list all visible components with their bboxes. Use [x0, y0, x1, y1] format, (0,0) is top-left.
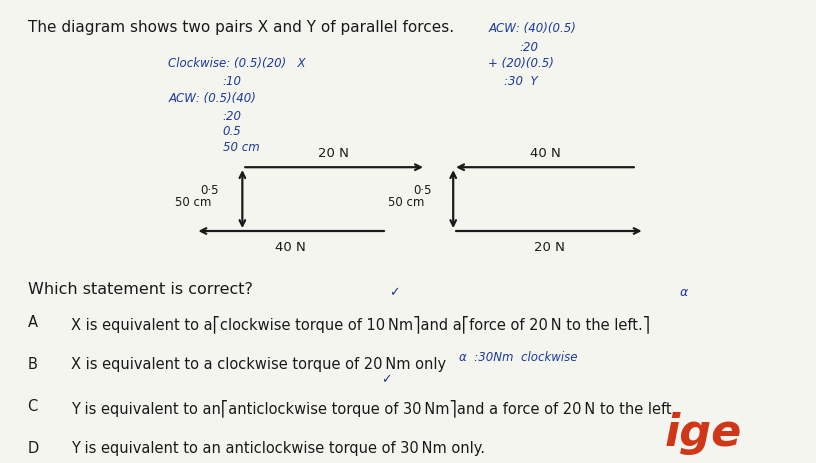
- Text: B: B: [28, 357, 38, 371]
- Text: :20: :20: [520, 41, 539, 54]
- Text: α: α: [680, 286, 688, 299]
- Text: + (20)(0.5): + (20)(0.5): [488, 56, 554, 69]
- Text: Which statement is correct?: Which statement is correct?: [28, 282, 252, 296]
- Text: 40 N: 40 N: [275, 241, 306, 254]
- Text: A: A: [28, 314, 38, 329]
- Text: ✓: ✓: [382, 372, 392, 385]
- Text: 50 cm: 50 cm: [388, 195, 424, 208]
- Text: Clockwise: (0.5)(20)   X: Clockwise: (0.5)(20) X: [168, 56, 306, 69]
- Text: The diagram shows two pairs X and Y of parallel forces.: The diagram shows two pairs X and Y of p…: [28, 20, 454, 35]
- Text: X is equivalent to a clockwise torque of 20 Nm only: X is equivalent to a clockwise torque of…: [70, 357, 446, 371]
- Text: ACW: (0.5)(40): ACW: (0.5)(40): [168, 92, 256, 105]
- Text: 20 N: 20 N: [534, 241, 565, 254]
- Text: ✓: ✓: [389, 286, 400, 299]
- Text: C: C: [28, 398, 38, 413]
- Text: 50 cm: 50 cm: [175, 195, 211, 208]
- Text: Y is equivalent to an anticlockwise torque of 30 Nm only.: Y is equivalent to an anticlockwise torq…: [70, 440, 485, 455]
- Text: α  :30Nm  clockwise: α :30Nm clockwise: [459, 350, 578, 363]
- Text: 0·5: 0·5: [414, 184, 432, 197]
- Text: 0·5: 0·5: [201, 184, 219, 197]
- Text: Y is equivalent to an⎡anticlockwise torque of 30 Nm⎤and a force of 20 N to the l: Y is equivalent to an⎡anticlockwise torq…: [70, 398, 676, 416]
- Text: :10: :10: [223, 75, 242, 88]
- Text: :30  Y: :30 Y: [504, 75, 538, 88]
- Text: D: D: [28, 440, 39, 455]
- Text: 40 N: 40 N: [530, 147, 561, 160]
- Text: ige: ige: [665, 412, 743, 454]
- Text: X is equivalent to a⎡clockwise torque of 10 Nm⎤and a⎡force of 20 N to the left.⎤: X is equivalent to a⎡clockwise torque of…: [70, 314, 650, 332]
- Text: 0.5: 0.5: [223, 125, 242, 138]
- Text: 20 N: 20 N: [318, 147, 349, 160]
- Text: :20: :20: [223, 110, 242, 123]
- Text: 50 cm: 50 cm: [223, 141, 259, 154]
- Text: ACW: (40)(0.5): ACW: (40)(0.5): [488, 22, 576, 35]
